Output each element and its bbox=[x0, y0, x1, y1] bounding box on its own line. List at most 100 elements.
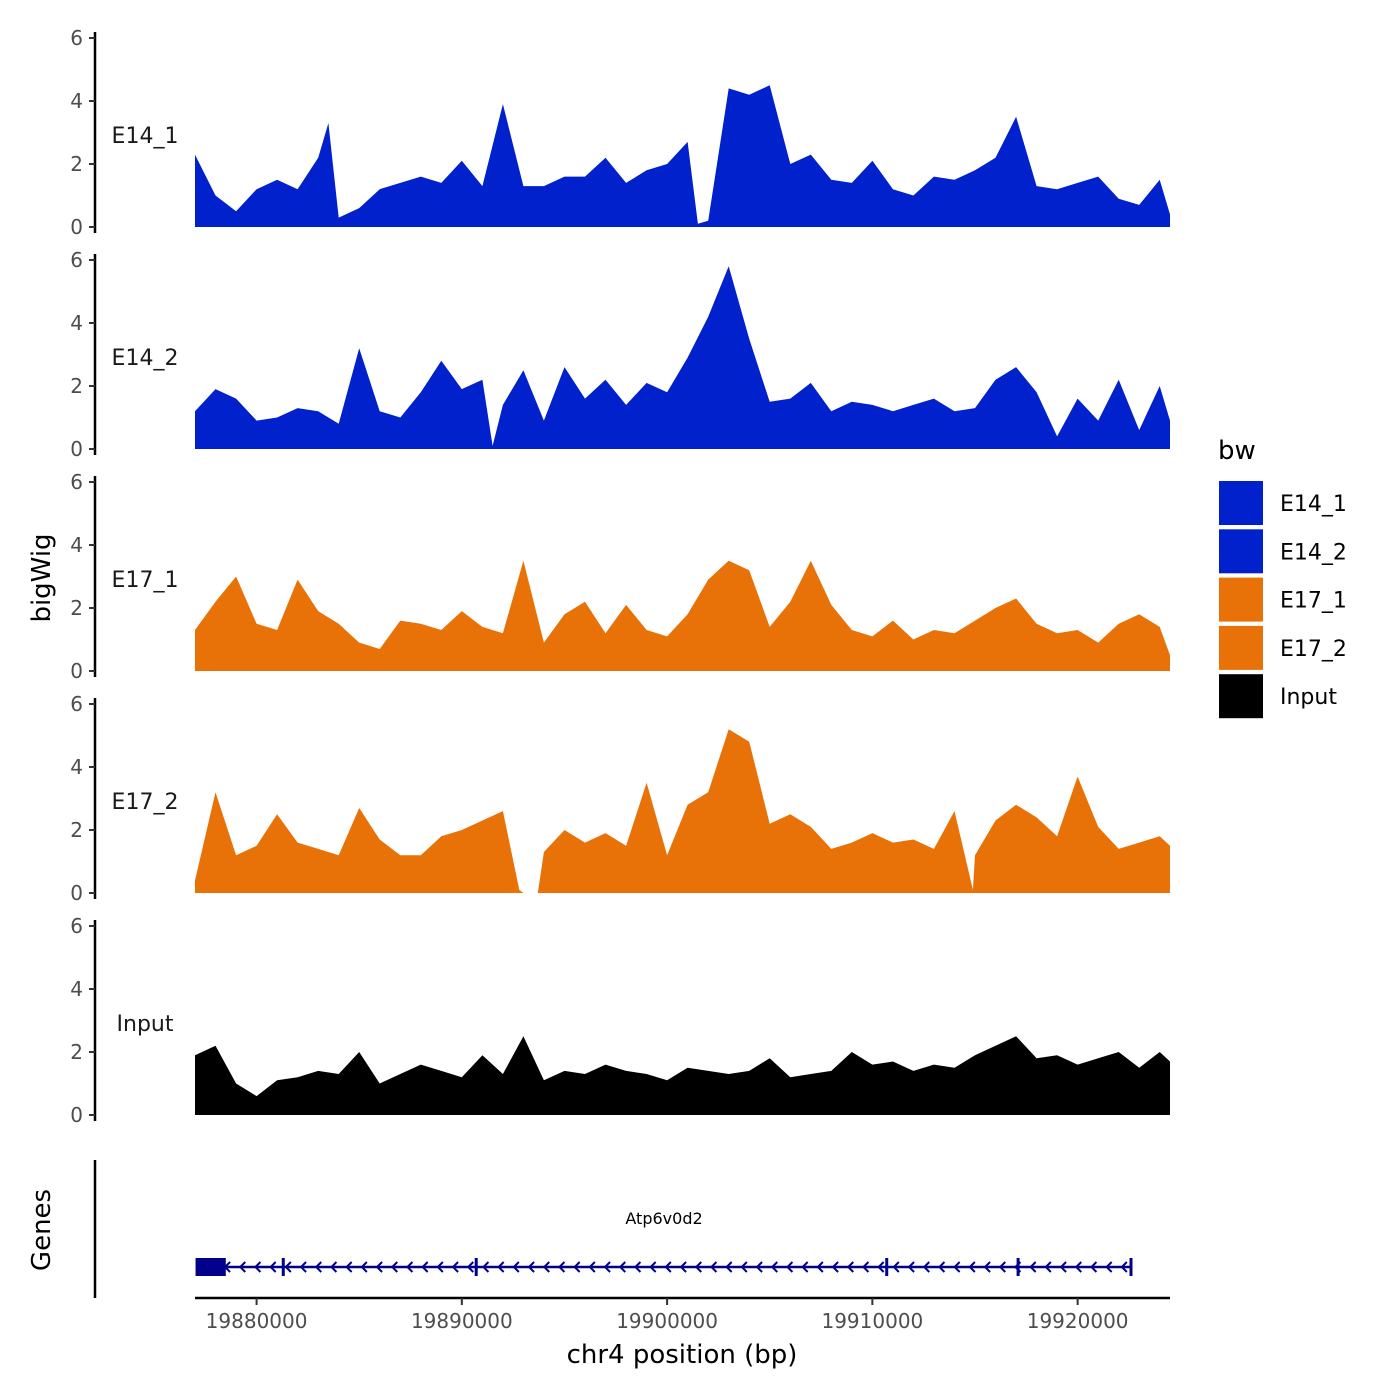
strand-arrow bbox=[1105, 1261, 1113, 1273]
strand-arrow bbox=[1029, 1261, 1037, 1273]
strand-arrow bbox=[314, 1261, 322, 1273]
strand-arrow bbox=[862, 1261, 870, 1273]
y-tick-label: 2 bbox=[70, 374, 83, 398]
legend-label: E17_1 bbox=[1280, 589, 1347, 614]
strand-arrow bbox=[755, 1261, 763, 1273]
legend-title: bw bbox=[1218, 436, 1256, 466]
legend-item-E14_1: E14_1 bbox=[1217, 479, 1347, 527]
track-label: E17_1 bbox=[112, 568, 179, 593]
gene-cds-block bbox=[197, 1258, 226, 1276]
x-axis: 19880000 19890000 19900000 19910000 19920000 bbox=[195, 1296, 1170, 1333]
strand-arrow bbox=[482, 1261, 490, 1273]
y-tick-label: 4 bbox=[70, 755, 83, 779]
strand-arrow bbox=[649, 1261, 657, 1273]
strand-arrow bbox=[1059, 1261, 1067, 1273]
x-tick-label: 19920000 bbox=[1027, 1309, 1129, 1333]
strand-arrow bbox=[938, 1261, 946, 1273]
strand-arrow bbox=[770, 1261, 778, 1273]
legend-item-E14_2: E14_2 bbox=[1217, 527, 1347, 576]
strand-arrow bbox=[1074, 1261, 1082, 1273]
legend-swatch bbox=[1217, 575, 1265, 624]
y-tick-label: 6 bbox=[70, 914, 83, 938]
strand-arrow bbox=[603, 1261, 611, 1273]
strand-arrow bbox=[284, 1261, 292, 1273]
y-tick-label: 4 bbox=[70, 533, 83, 557]
strand-arrow bbox=[254, 1261, 262, 1273]
y-tick-label: 6 bbox=[70, 470, 83, 494]
strand-arrow bbox=[390, 1261, 398, 1273]
track-Input: 0 2 4 6 Input bbox=[70, 914, 1170, 1127]
y-tick-label: 0 bbox=[70, 881, 83, 905]
signal-area-E14_2 bbox=[195, 266, 1170, 449]
legend-label: E17_2 bbox=[1280, 637, 1347, 662]
strand-arrow bbox=[983, 1261, 991, 1273]
strand-arrow bbox=[922, 1261, 930, 1273]
strand-arrow bbox=[953, 1261, 961, 1273]
strand-arrow bbox=[968, 1261, 976, 1273]
legend-item-Input: Input bbox=[1217, 672, 1337, 721]
strand-arrow bbox=[1090, 1261, 1098, 1273]
y-tick-label: 6 bbox=[70, 248, 83, 272]
strand-arrow bbox=[892, 1261, 900, 1273]
strand-arrow bbox=[786, 1261, 794, 1273]
legend-swatch bbox=[1217, 672, 1265, 721]
legend-label: Input bbox=[1280, 685, 1337, 710]
y-tick-label: 0 bbox=[70, 659, 83, 683]
y-tick-label: 2 bbox=[70, 596, 83, 620]
strand-arrow bbox=[466, 1261, 474, 1273]
signal-area-E17_2 bbox=[195, 729, 1170, 893]
signal-area-Input bbox=[195, 1036, 1170, 1115]
strand-arrow bbox=[238, 1261, 246, 1273]
x-tick-label: 19900000 bbox=[616, 1309, 718, 1333]
legend-item-E17_1: E17_1 bbox=[1217, 575, 1347, 624]
y-tick-label: 4 bbox=[70, 977, 83, 1001]
strand-arrow bbox=[299, 1261, 307, 1273]
y-tick-label: 4 bbox=[70, 89, 83, 113]
strand-arrow bbox=[710, 1261, 718, 1273]
y-tick-label: 2 bbox=[70, 152, 83, 176]
track-E17_2: 0 2 4 6 E17_2 bbox=[70, 692, 1170, 905]
strand-arrow bbox=[436, 1261, 444, 1273]
strand-arrow bbox=[421, 1261, 429, 1273]
legend-label: E14_2 bbox=[1280, 540, 1347, 565]
strand-arrow bbox=[330, 1261, 338, 1273]
strand-arrow bbox=[801, 1261, 809, 1273]
strand-arrow bbox=[846, 1261, 854, 1273]
strand-arrow bbox=[573, 1261, 581, 1273]
strand-arrow bbox=[558, 1261, 566, 1273]
strand-arrow bbox=[816, 1261, 824, 1273]
strand-arrow bbox=[998, 1261, 1006, 1273]
strand-arrow bbox=[527, 1261, 535, 1273]
strand-arrow bbox=[375, 1261, 383, 1273]
gene-name-label: Atp6v0d2 bbox=[625, 1209, 702, 1228]
strand-arrow bbox=[740, 1261, 748, 1273]
strand-arrow bbox=[345, 1261, 353, 1273]
track-E17_1: 0 2 4 6 E17_1 bbox=[70, 470, 1170, 683]
strand-arrow bbox=[269, 1261, 277, 1273]
y-tick-label: 4 bbox=[70, 311, 83, 335]
track-E14_1: 0 2 4 6 E14_1 bbox=[70, 26, 1170, 239]
legend-label: E14_1 bbox=[1280, 492, 1347, 517]
y-tick-label: 2 bbox=[70, 1040, 83, 1064]
strand-arrow bbox=[1044, 1261, 1052, 1273]
x-axis-title: chr4 position (bp) bbox=[567, 1340, 798, 1370]
legend-swatch bbox=[1217, 527, 1265, 576]
y-tick-label: 6 bbox=[70, 692, 83, 716]
y-tick-label: 0 bbox=[70, 215, 83, 239]
strand-arrow bbox=[694, 1261, 702, 1273]
strand-arrow bbox=[831, 1261, 839, 1273]
strand-arrow bbox=[877, 1261, 885, 1273]
strand-arrow bbox=[360, 1261, 368, 1273]
gene-Atp6v0d2: Atp6v0d2 bbox=[195, 1209, 1133, 1276]
track-label: Input bbox=[117, 1012, 174, 1037]
strand-arrow bbox=[679, 1261, 687, 1273]
legend-swatch bbox=[1217, 623, 1265, 672]
strand-arrow bbox=[512, 1261, 520, 1273]
strand-arrow bbox=[497, 1261, 505, 1273]
track-label: E17_2 bbox=[112, 790, 179, 815]
y-tick-label: 2 bbox=[70, 818, 83, 842]
strand-arrow bbox=[406, 1261, 414, 1273]
legend-swatch bbox=[1217, 479, 1265, 527]
strand-arrow bbox=[618, 1261, 626, 1273]
y-tick-label: 0 bbox=[70, 1103, 83, 1127]
